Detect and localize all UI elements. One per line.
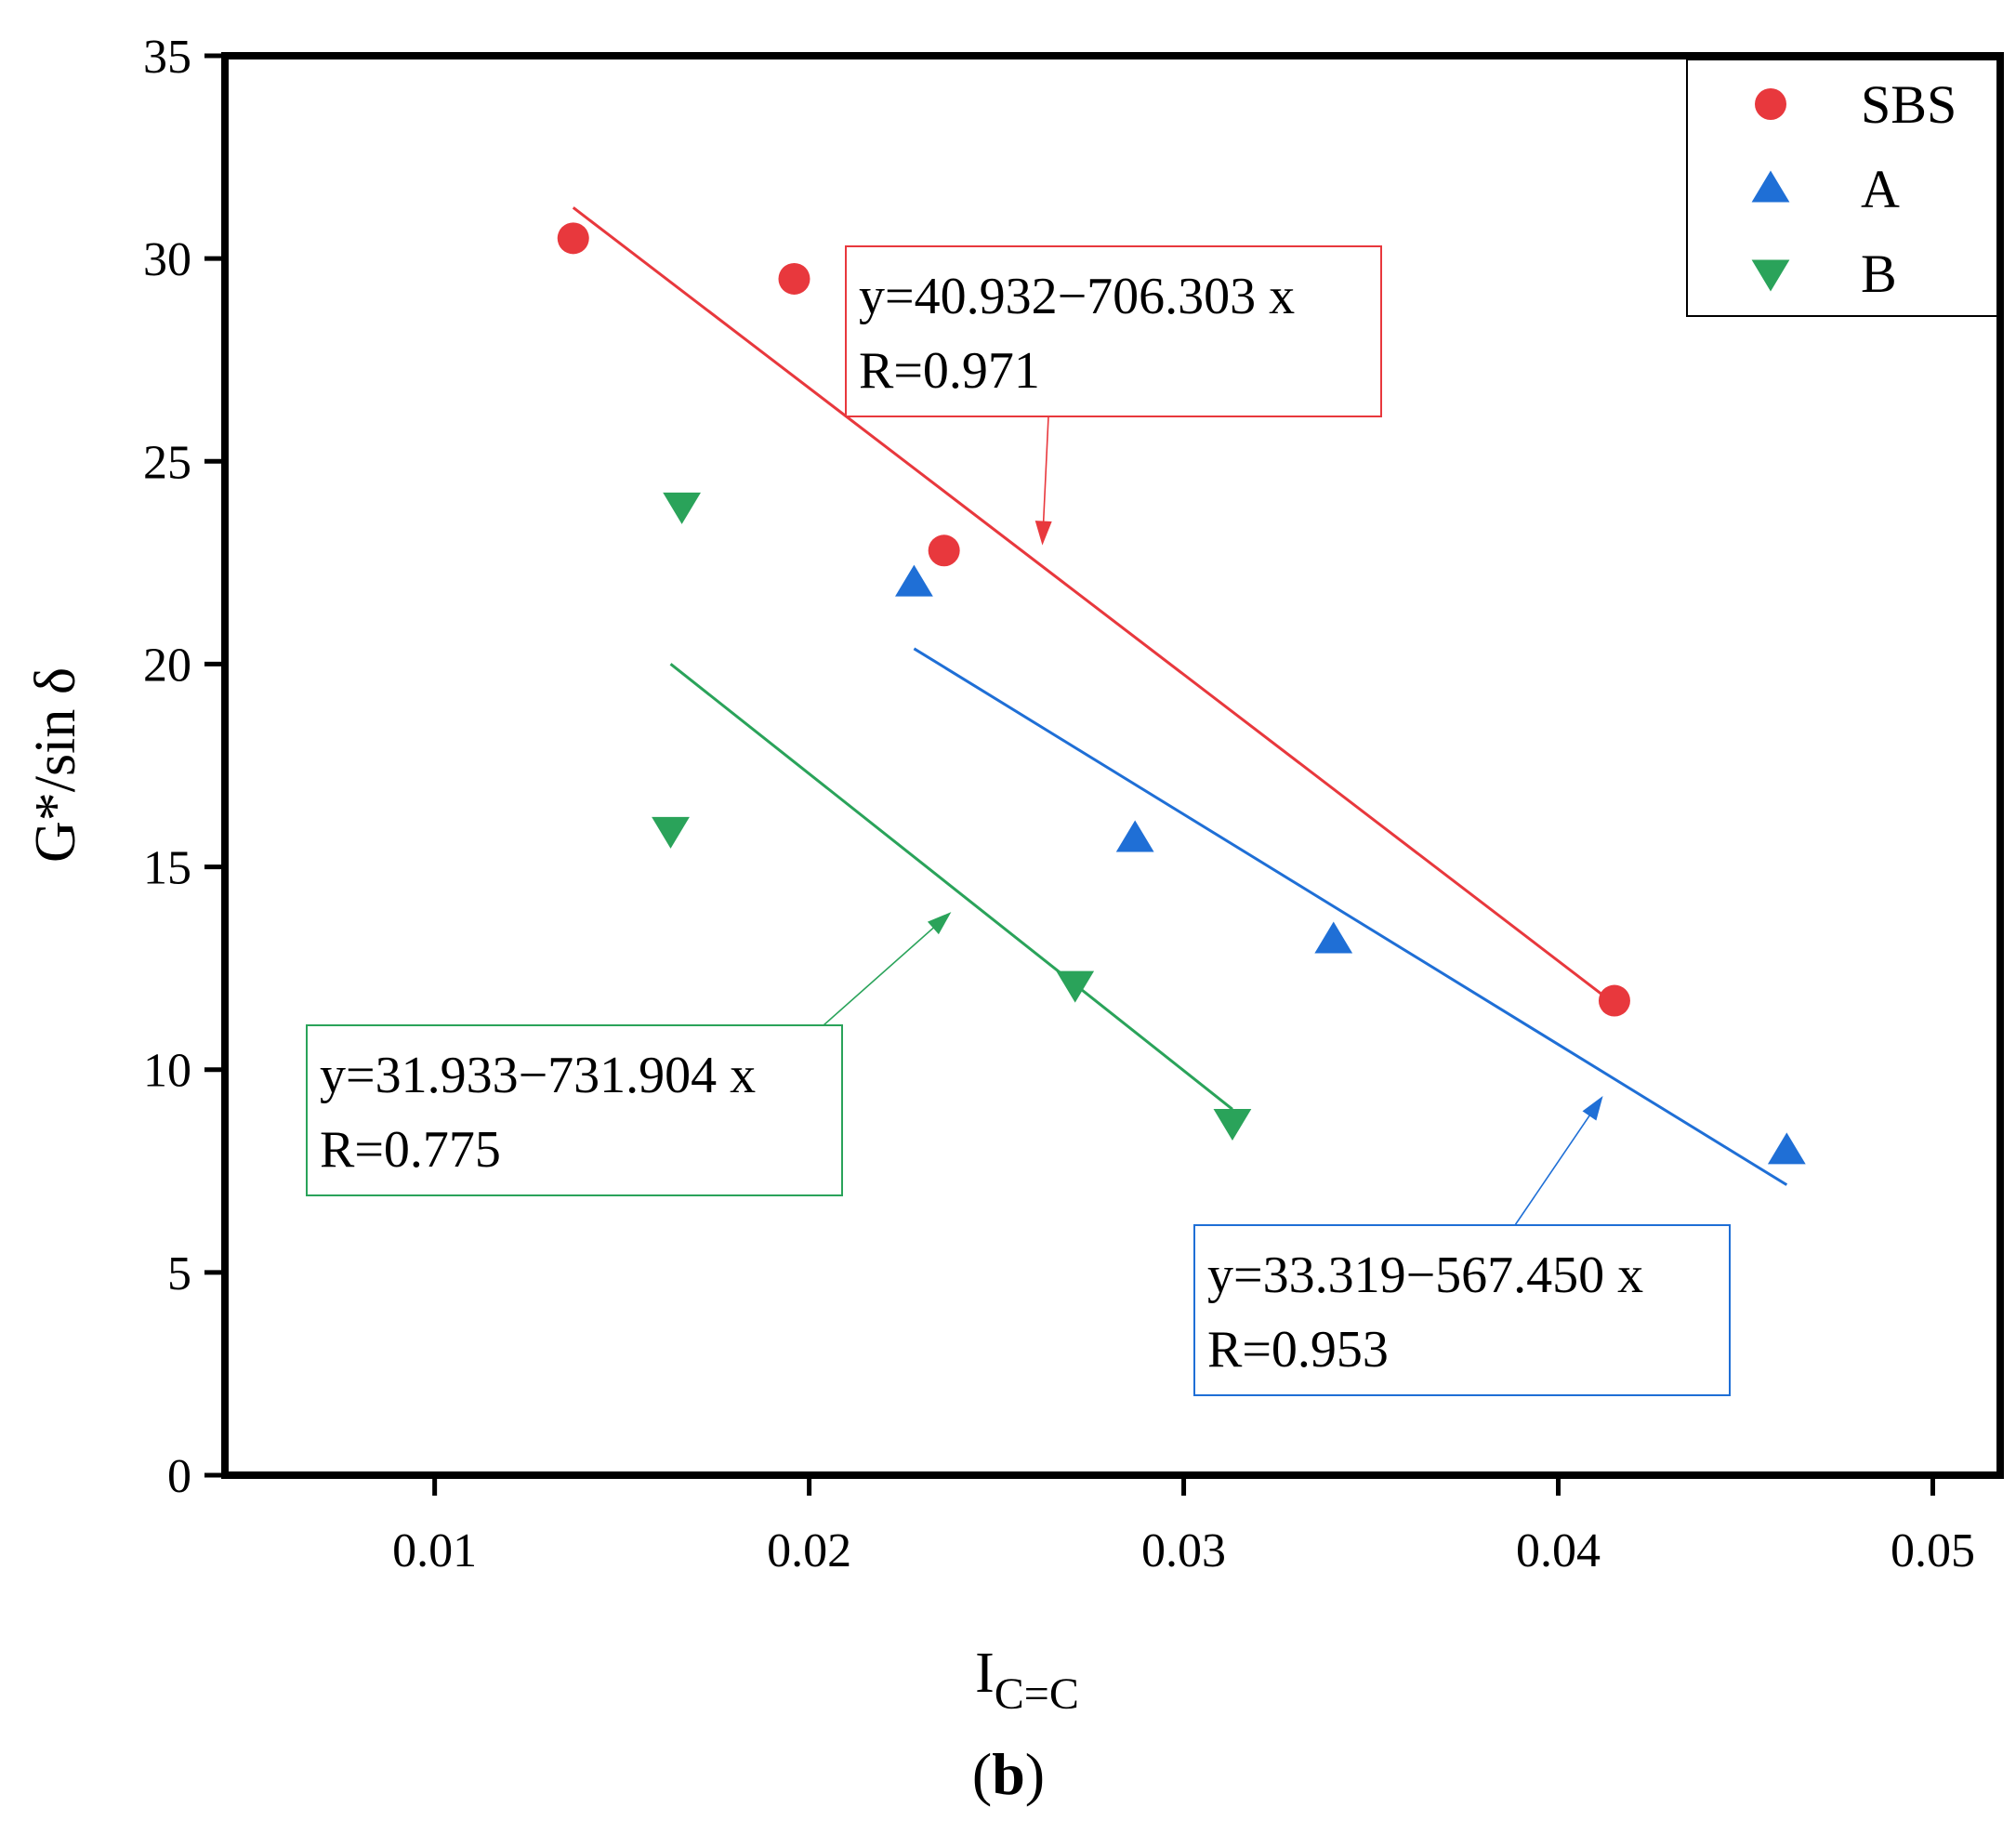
fit-line-sbs	[572, 206, 1615, 1006]
annotation-box	[1193, 1224, 1731, 1396]
annotation-equation: y=33.319−567.450 x	[1207, 1247, 1643, 1304]
x-tick-label: 0.03	[1141, 1524, 1226, 1577]
annotation-equation: y=40.932−706.303 x	[859, 268, 1295, 325]
annotation-arrow	[823, 923, 938, 1026]
x-axis-title-main: I	[975, 1642, 995, 1705]
annotation-r-value: R=0.775	[320, 1121, 501, 1179]
data-point-sbs	[778, 262, 810, 295]
data-point-sbs	[1598, 984, 1630, 1017]
legend: SBS AB	[1751, 74, 1957, 304]
y-tick-label: 35	[143, 31, 191, 84]
annotation-box	[306, 1024, 843, 1196]
data-point-sbs	[928, 534, 960, 567]
x-axis-title-subscript: C=C	[995, 1669, 1079, 1719]
x-tick-label: 0.05	[1891, 1524, 1975, 1577]
legend-item-b: B	[1751, 244, 1897, 304]
annotation-arrowhead	[1034, 521, 1052, 546]
annotation-equation: y=31.933−731.904 x	[320, 1047, 756, 1104]
legend-item-sbs: SBS	[1755, 74, 1957, 135]
y-tick-label: 20	[143, 639, 191, 692]
x-axis-title: IC=C	[975, 1642, 1079, 1719]
data-point-b	[663, 492, 702, 524]
x-tick-label: 0.02	[767, 1524, 851, 1577]
annotation-a: y=33.319−567.450 x R=0.953	[1193, 1095, 1731, 1396]
annotation-arrow	[1042, 416, 1049, 527]
legend-label-sbs: SBS	[1861, 74, 1957, 135]
data-points	[557, 222, 1806, 1165]
annotation-box	[845, 245, 1382, 417]
y-tick-label: 15	[143, 842, 191, 895]
annotation-arrowhead	[927, 912, 952, 935]
legend-label-b: B	[1861, 244, 1897, 304]
y-tick-label: 5	[167, 1247, 191, 1300]
data-point-b	[1056, 970, 1095, 1003]
legend-label-a: A	[1861, 159, 1900, 219]
data-point-a	[1314, 921, 1353, 954]
data-point-b	[652, 816, 690, 849]
legend-item-a: A	[1751, 159, 1900, 219]
legend-box	[1686, 59, 1998, 317]
data-point-b	[1213, 1108, 1252, 1141]
annotation-arrow	[1514, 1111, 1593, 1226]
annotations: y=40.932−706.303 x R=0.971 y=33.319−567.45…	[306, 245, 1731, 1396]
data-point-a	[1767, 1132, 1806, 1165]
annotation-arrowhead	[1582, 1095, 1603, 1121]
annotation-sbs: y=40.932−706.303 x R=0.971	[845, 245, 1382, 546]
fit-lines	[572, 206, 1788, 1186]
legend-marker-a	[1751, 170, 1790, 203]
fit-line-a	[913, 647, 1788, 1186]
figure-caption: (b)	[972, 1741, 1045, 1807]
y-tick-label: 25	[143, 436, 191, 489]
y-axis: 0 5 10 15 20 25 30 35	[143, 31, 225, 1503]
annotation-r-value: R=0.971	[859, 342, 1040, 400]
legend-marker-sbs	[1755, 88, 1786, 120]
x-tick-label: 0.01	[392, 1524, 477, 1577]
y-tick-label: 10	[143, 1045, 191, 1098]
plot-frame	[221, 52, 2004, 1479]
x-tick-label: 0.04	[1516, 1524, 1601, 1577]
data-point-sbs	[557, 222, 589, 255]
y-tick-label: 0	[167, 1450, 191, 1503]
y-tick-label: 30	[143, 233, 191, 286]
y-axis-title: G*/sin δ	[24, 667, 87, 863]
annotation-b: y=31.933−731.904 x R=0.775	[306, 912, 952, 1196]
data-point-a	[1115, 820, 1154, 852]
fit-line-b	[669, 663, 1233, 1111]
x-axis: 0.01 0.02 0.03 0.04 0.05	[392, 1475, 1975, 1577]
data-point-a	[895, 564, 933, 597]
annotation-r-value: R=0.953	[1207, 1321, 1389, 1379]
legend-marker-b	[1751, 259, 1790, 292]
